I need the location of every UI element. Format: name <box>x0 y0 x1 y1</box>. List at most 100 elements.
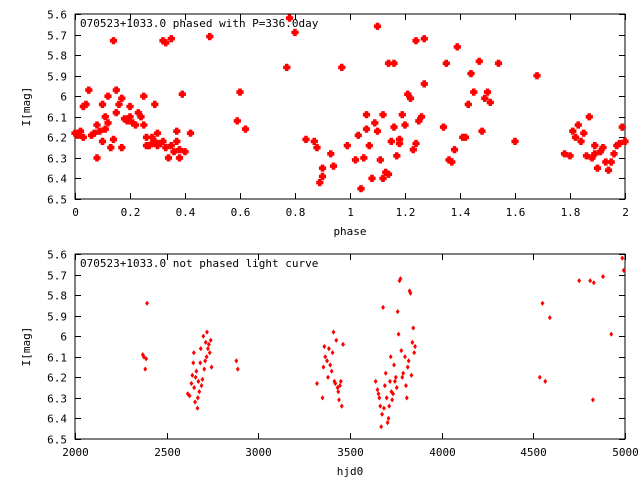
phased-data-point <box>373 127 382 135</box>
phased-data-point <box>131 121 140 129</box>
unphased-data-point <box>387 403 392 409</box>
phased-data-point <box>360 154 368 162</box>
phased-y-tick-label: 6.3 <box>47 153 67 166</box>
phased-data-point <box>162 144 170 152</box>
phased-y-tick-label: 5.7 <box>47 30 67 43</box>
phased-data-point <box>316 179 324 187</box>
unphased-data-point <box>385 420 390 426</box>
unphased-data-point <box>395 309 400 315</box>
phased-data-point <box>406 94 415 102</box>
phased-data-point <box>467 69 475 78</box>
unphased-data-point <box>145 300 149 306</box>
unphased-data-point <box>193 374 198 380</box>
phased-data-point <box>283 63 291 72</box>
phased-data-point <box>442 59 450 67</box>
phased-data-point <box>101 125 109 133</box>
unphased-data-point <box>143 366 148 372</box>
unphased-data-point <box>332 378 337 384</box>
phased-plot-frame <box>74 13 626 200</box>
unphased-data-point <box>375 387 380 393</box>
unphased-data-point <box>547 315 552 321</box>
phased-x-tick-label: 0.2 <box>121 206 141 219</box>
unphased-y-tick-label: 6.2 <box>47 372 67 385</box>
phased-data-point <box>151 100 159 109</box>
unphased-data-point <box>328 362 333 368</box>
phased-data-point <box>384 59 393 67</box>
unphased-data-point <box>409 372 414 378</box>
phased-data-point <box>384 170 393 178</box>
unphased-y-tick-label: 5.8 <box>47 290 67 303</box>
phased-data-point <box>450 146 459 154</box>
phased-data-point <box>574 121 582 129</box>
phased-data-point <box>591 142 599 150</box>
phased-data-point <box>387 137 395 145</box>
unphased-y-tick-label: 6.1 <box>47 352 67 365</box>
phased-data-point <box>569 127 577 135</box>
phased-data-point <box>118 144 126 152</box>
phased-data-point <box>607 158 615 166</box>
phased-x-tick-label: 0.8 <box>286 206 306 219</box>
phased-data-point <box>417 113 426 121</box>
unphased-data-point <box>377 395 382 401</box>
unphased-chart-title: 070523+1033.0 not phased light curve <box>80 257 318 270</box>
phased-data-point <box>104 119 112 127</box>
phased-data-point <box>533 72 541 80</box>
unphased-y-tick-label: 6.4 <box>47 413 67 426</box>
phased-data-point <box>79 133 87 141</box>
unphased-y-tick-label: 5.7 <box>47 270 67 283</box>
phased-y-tick-label: 5.6 <box>47 9 67 22</box>
phased-data-point <box>167 35 175 43</box>
phased-data-point <box>310 137 318 145</box>
phased-data-point <box>602 158 610 166</box>
phased-data-point <box>390 123 398 131</box>
unphased-data-point <box>209 364 214 370</box>
unphased-data-point <box>331 329 336 335</box>
unphased-data-point <box>386 415 391 421</box>
unphased-data-point <box>378 403 383 409</box>
phased-data-point <box>285 14 294 22</box>
phased-data-point <box>354 131 362 139</box>
phased-data-point <box>373 22 382 30</box>
phased-data-point <box>343 142 351 150</box>
phased-data-point <box>390 59 398 67</box>
phased-data-point <box>621 137 629 145</box>
unphased-x-tick-label: 2000 <box>62 446 89 459</box>
unphased-data-point <box>204 354 209 360</box>
phased-data-point <box>93 154 101 162</box>
phased-data-point <box>412 139 420 148</box>
phased-data-point <box>164 154 173 162</box>
phased-data-point <box>618 123 626 131</box>
unphased-data-point <box>202 366 207 372</box>
unphased-plot-frame <box>74 253 626 440</box>
phased-y-tick-label: 5.8 <box>47 50 67 63</box>
unphased-data-point <box>601 274 605 280</box>
phased-y-tick-label: 6.1 <box>47 112 67 125</box>
phased-data-point <box>175 146 184 154</box>
phased-data-point <box>327 150 335 158</box>
unphased-data-point <box>195 395 200 401</box>
phased-x-tick-label: 1.6 <box>506 206 526 219</box>
phased-data-point <box>107 144 115 152</box>
phased-data-point <box>362 111 371 119</box>
unphased-chart: 070523+1033.0 not phased light curve hjd… <box>20 249 639 479</box>
phased-data-point <box>173 137 181 145</box>
unphased-data-point <box>334 337 339 343</box>
unphased-data-point <box>201 333 206 339</box>
unphased-data-point <box>382 383 387 389</box>
unphased-data-point <box>338 383 342 389</box>
unphased-data-point <box>333 380 338 387</box>
phased-data-point <box>577 137 585 145</box>
unphased-data-point <box>234 358 239 364</box>
unphased-x-tick-label: 4500 <box>520 446 547 459</box>
phased-data-point <box>137 113 145 121</box>
unphased-data-point <box>198 346 203 352</box>
phased-data-point <box>604 166 613 174</box>
phased-data-point <box>126 102 134 111</box>
phased-data-point <box>351 156 360 164</box>
unphased-data-point <box>403 354 407 360</box>
phased-data-point <box>153 129 162 137</box>
phased-data-point <box>610 150 618 158</box>
unphased-data-point <box>376 391 381 397</box>
phased-data-point <box>478 127 486 135</box>
unphased-data-point <box>410 339 415 345</box>
